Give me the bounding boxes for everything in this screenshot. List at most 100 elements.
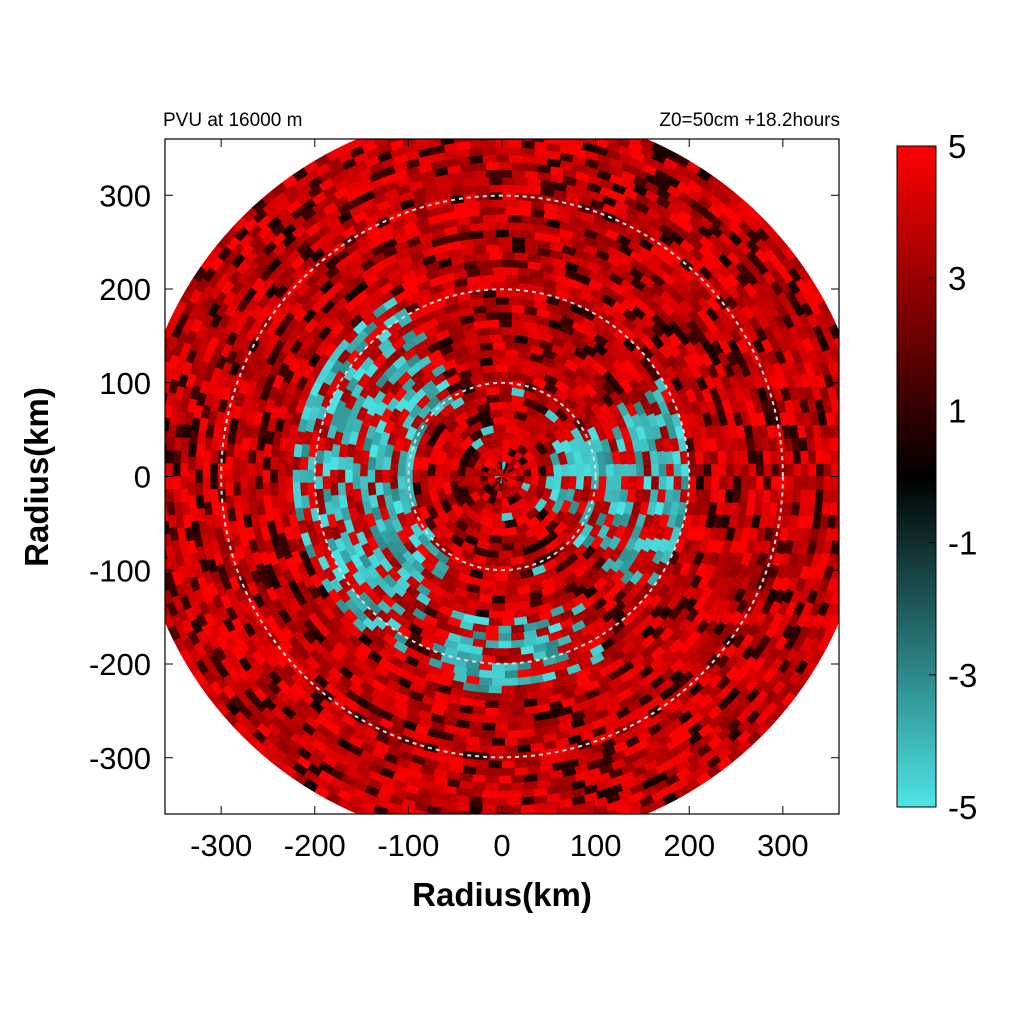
heatmap-cell xyxy=(485,632,500,642)
heatmap-cell xyxy=(179,476,189,490)
heatmap-cell xyxy=(440,816,454,826)
heatmap-cell xyxy=(150,361,161,376)
colorbar xyxy=(896,145,937,808)
heatmap-cell xyxy=(603,818,618,829)
heatmap-cell xyxy=(528,118,542,127)
heatmap-cell xyxy=(628,463,638,477)
heatmap-cell xyxy=(511,774,526,784)
heatmap-cell xyxy=(834,514,839,529)
heatmap-cell xyxy=(478,274,493,284)
heatmap-cell xyxy=(504,670,519,680)
heatmap-cell xyxy=(491,745,506,754)
heatmap-cell xyxy=(478,737,493,747)
heatmap-cell xyxy=(541,825,555,834)
heatmap-cell xyxy=(498,303,513,313)
heatmap-cell xyxy=(507,296,523,306)
heatmap-cell xyxy=(566,123,580,133)
heatmap-cell xyxy=(514,767,529,777)
heatmap-cell xyxy=(583,476,593,490)
heatmap-cell xyxy=(165,469,166,484)
heatmap-cell xyxy=(498,244,513,253)
heatmap-cell xyxy=(501,534,516,545)
heatmap-cell xyxy=(299,469,308,484)
heatmap-cell xyxy=(853,399,863,413)
heatmap-cell xyxy=(762,488,772,504)
heatmap-cell xyxy=(150,483,158,496)
heatmap-cell xyxy=(747,449,757,465)
heatmap-cell xyxy=(508,229,523,238)
heatmap-cell xyxy=(850,515,859,529)
heatmap-cell xyxy=(603,124,618,135)
heatmap-cell xyxy=(498,700,513,709)
heatmap-cell xyxy=(485,169,500,178)
y-tick-label: 300 xyxy=(99,178,151,213)
heatmap-cell xyxy=(481,296,497,306)
heatmap-cell xyxy=(481,154,496,163)
heatmap-cell xyxy=(504,737,519,747)
heatmap-cell xyxy=(846,463,854,476)
heatmap-cell xyxy=(491,356,506,365)
heatmap-cell xyxy=(479,125,492,133)
heatmap-cell xyxy=(475,184,490,194)
heatmap-cell xyxy=(861,489,869,502)
heatmap-cell xyxy=(239,476,249,490)
heatmap-cell xyxy=(463,834,477,843)
heatmap-cell xyxy=(504,602,519,612)
heatmap-cell xyxy=(344,456,354,471)
colorbar-tick-label: 3 xyxy=(948,260,966,297)
heatmap-cell xyxy=(495,798,509,807)
heatmap-cell xyxy=(830,476,839,490)
heatmap-cell xyxy=(501,767,516,777)
heatmap-cell xyxy=(568,463,578,477)
heatmap-cell xyxy=(501,408,516,419)
heatmap-cell xyxy=(495,371,509,380)
heatmap-cell xyxy=(269,482,279,497)
heatmap-cell xyxy=(153,418,162,432)
heatmap-cell xyxy=(770,488,780,503)
heatmap-cell xyxy=(482,139,496,148)
heatmap-cell xyxy=(541,119,555,128)
heatmap-cell xyxy=(843,515,852,529)
heatmap-cell xyxy=(846,477,854,490)
heatmap-cell xyxy=(520,804,535,814)
heatmap-cell xyxy=(276,476,286,490)
heatmap-cell xyxy=(396,463,406,477)
heatmap-cell xyxy=(540,112,554,121)
heatmap-cell xyxy=(424,115,438,125)
heatmap-cell xyxy=(232,469,241,484)
chart-title-right: Z0=50cm +18.2hours xyxy=(659,110,840,131)
heatmap-cell xyxy=(792,450,802,465)
heatmap-cell xyxy=(476,110,489,118)
heatmap-cell xyxy=(823,463,832,477)
heatmap-cell xyxy=(488,326,503,336)
heatmap-cell xyxy=(481,229,496,238)
heatmap-cell xyxy=(172,488,182,504)
heatmap-cell xyxy=(434,476,444,490)
heatmap-cell xyxy=(329,482,339,497)
heatmap-cell xyxy=(307,469,316,484)
heatmap-cell xyxy=(478,206,493,216)
heatmap-cell xyxy=(635,476,645,490)
heatmap-cell xyxy=(575,476,585,491)
heatmap-cell xyxy=(485,303,500,313)
heatmap-cell xyxy=(202,450,212,465)
heatmap-cell xyxy=(520,796,536,806)
heatmap-cell xyxy=(479,820,492,828)
heatmap-cell xyxy=(137,424,146,438)
heatmap-cell xyxy=(556,129,570,139)
heatmap-cell xyxy=(504,587,519,597)
heatmap-cell xyxy=(793,476,802,490)
heatmap-cell xyxy=(399,121,414,132)
heatmap-cell xyxy=(511,244,526,254)
heatmap-cell xyxy=(710,476,720,490)
heatmap-cell xyxy=(488,184,503,193)
heatmap-cell xyxy=(504,594,519,605)
heatmap-cell xyxy=(514,691,529,702)
heatmap-cell xyxy=(600,813,604,814)
heatmap-cell xyxy=(613,462,623,477)
heatmap-cell xyxy=(556,814,570,824)
y-axis-title: Radius(km) xyxy=(18,387,55,567)
heatmap-cell xyxy=(491,678,506,687)
heatmap-cell xyxy=(488,685,503,695)
x-tick-label: 200 xyxy=(663,828,715,863)
